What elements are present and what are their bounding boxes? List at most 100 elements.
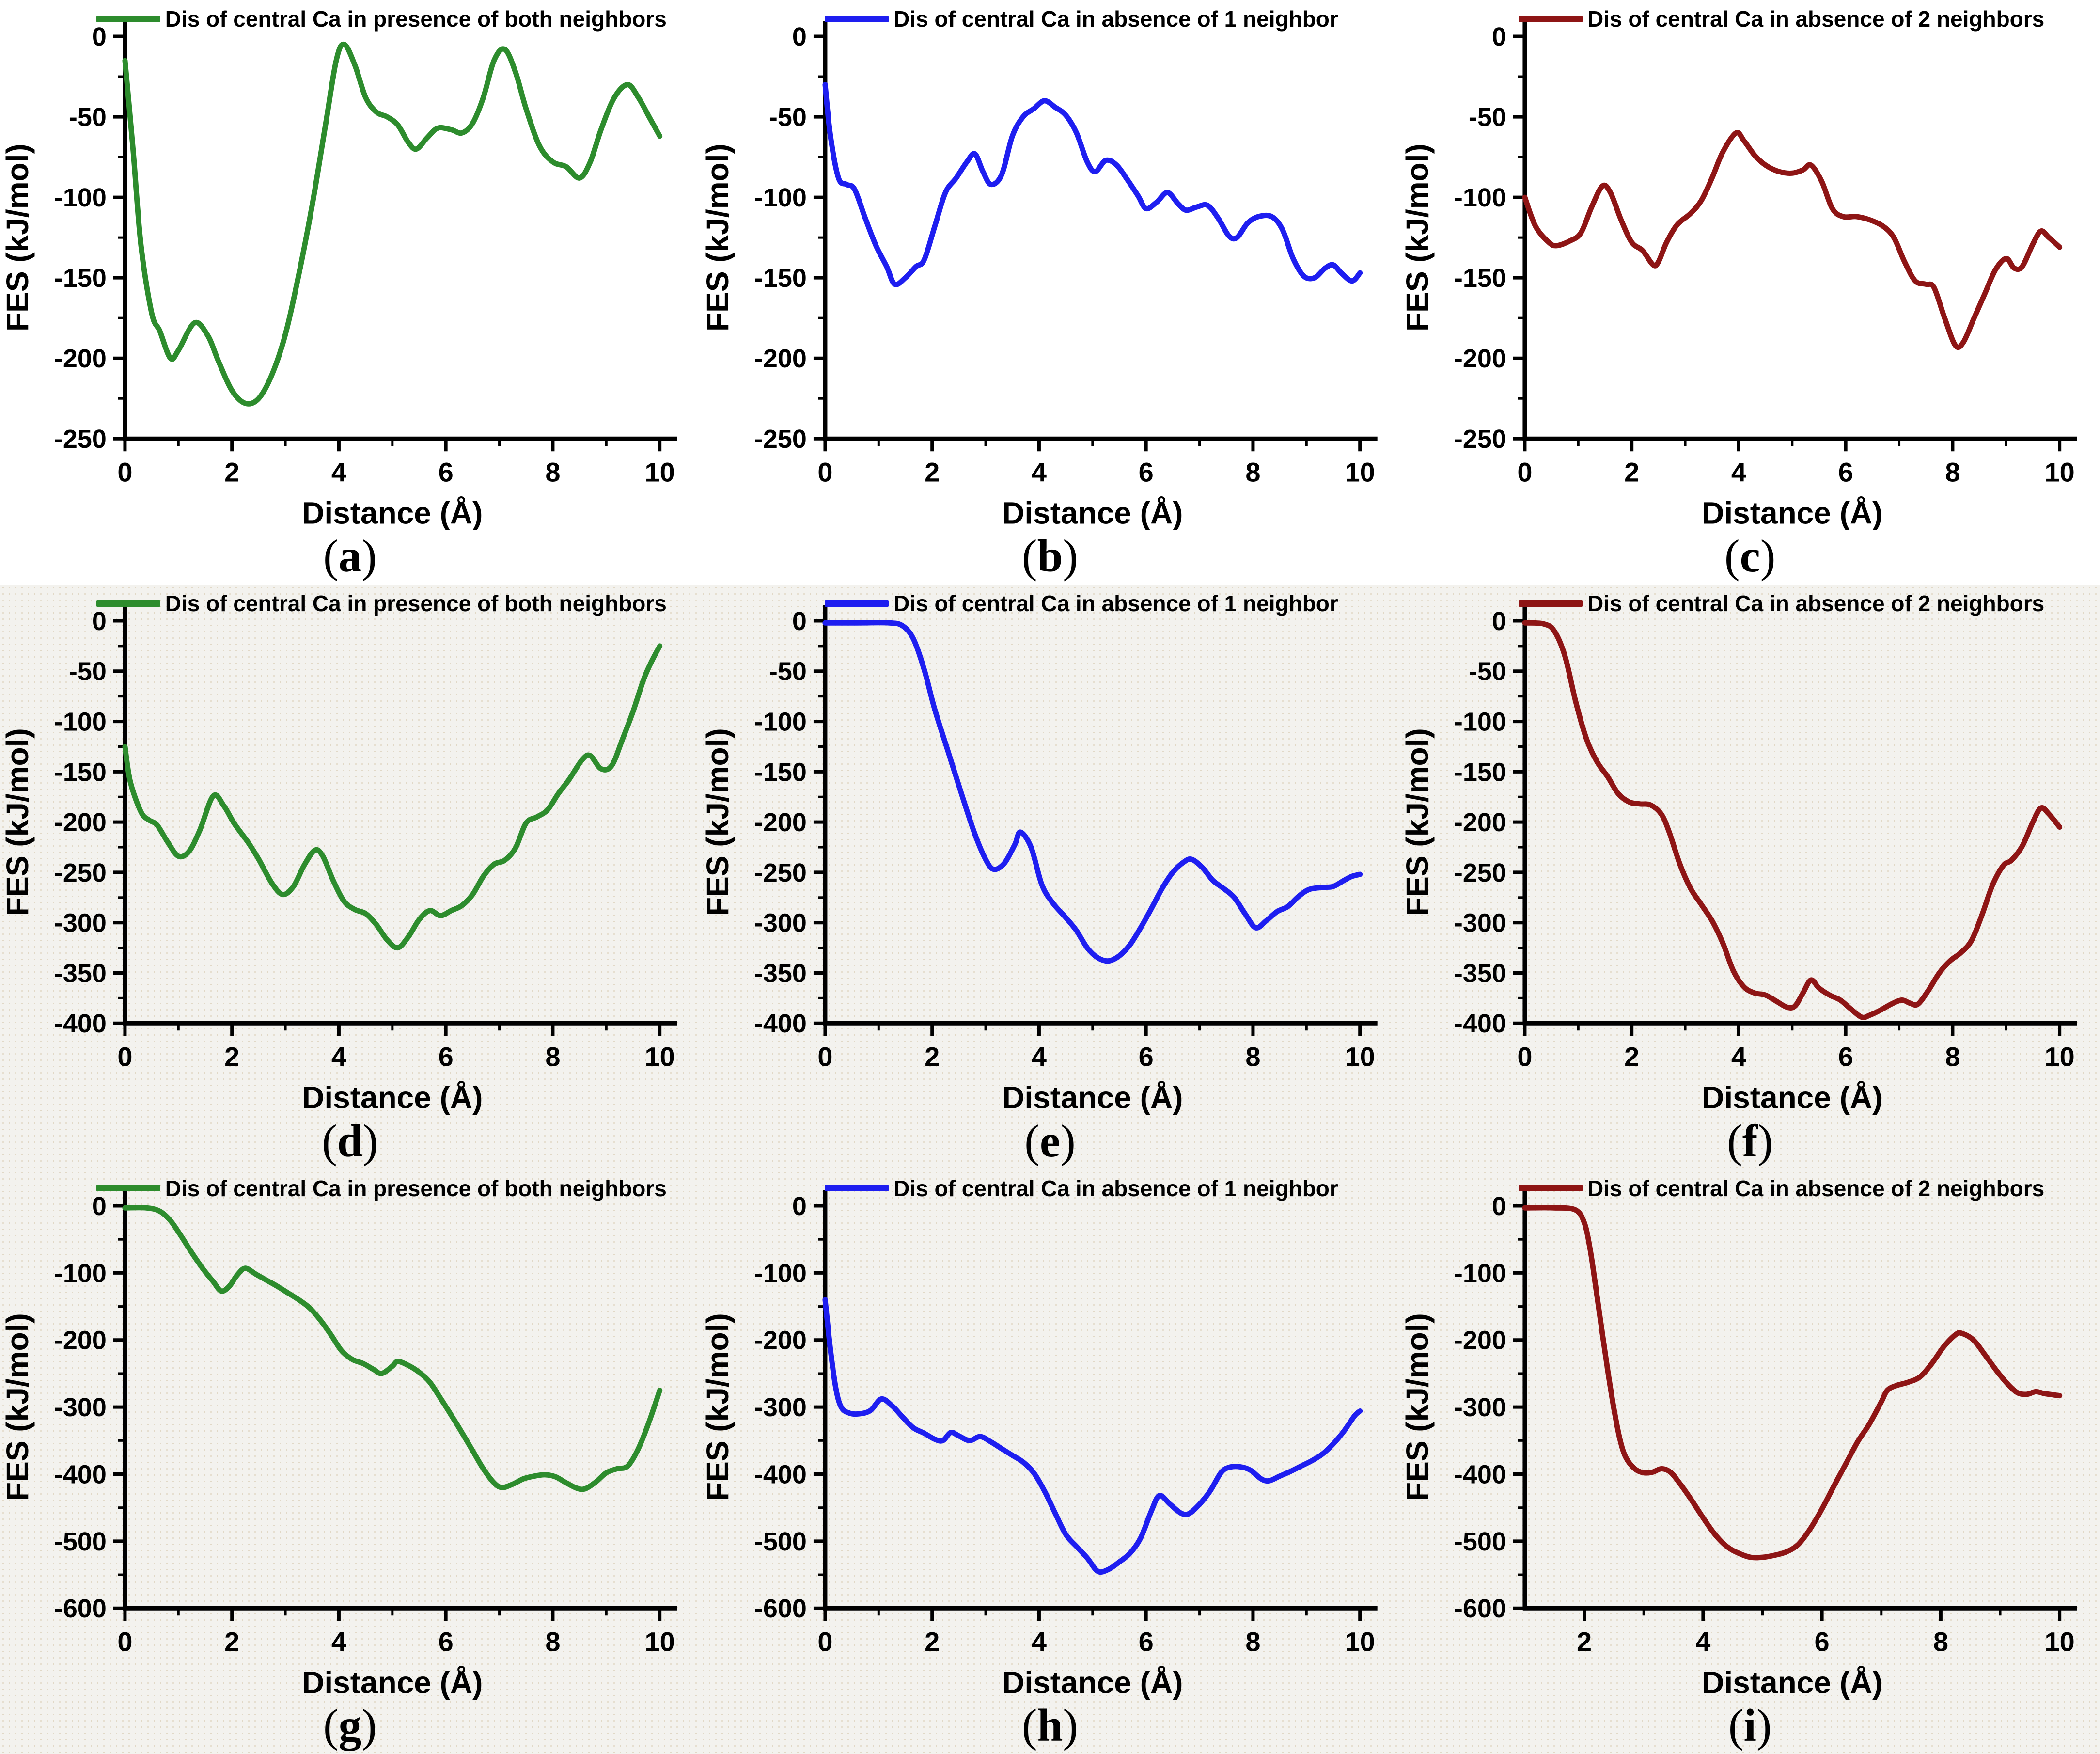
- x-axis-label: Distance (Å): [1702, 1665, 1882, 1700]
- x-tick-label: 4: [331, 457, 346, 487]
- chart-cell-i: Dis of central Ca in absence of 2 neighb…: [1400, 1169, 2100, 1754]
- fes-curve: [122, 1204, 663, 1492]
- legend-label: Dis of central Ca in presence of both ne…: [165, 591, 667, 616]
- y-tick-label: -200: [1454, 808, 1506, 837]
- y-tick-label: -150: [1454, 758, 1506, 787]
- legend-label: Dis of central Ca in absence of 2 neighb…: [1587, 6, 2045, 32]
- x-tick-label: 8: [1945, 1042, 1960, 1072]
- x-tick-label: 0: [1518, 1042, 1533, 1072]
- x-axis-label: Distance (Å): [302, 495, 483, 530]
- x-axis-label: Distance (Å): [1002, 1080, 1183, 1115]
- y-tick-label: -250: [1454, 425, 1506, 454]
- x-tick-label: 0: [817, 1626, 832, 1657]
- x-tick-label: 10: [1345, 1626, 1375, 1657]
- fes-line-chart: 0 -50 -100 -150 -200 -250 -300 -350 -400 0 2 4 6 8 10 D…: [0, 605, 677, 1115]
- y-tick-label: -150: [754, 758, 807, 787]
- x-tick-label: 8: [545, 1626, 560, 1657]
- y-tick-label: -50: [769, 657, 807, 686]
- y-tick-label: 0: [92, 607, 107, 636]
- caption-letter: e: [1039, 1115, 1061, 1167]
- x-tick-label: 4: [1731, 457, 1746, 487]
- x-tick-label: 6: [439, 457, 454, 487]
- caption-close: ): [1757, 1115, 1773, 1167]
- x-tick-label: 8: [545, 1042, 560, 1072]
- y-tick-label: -150: [54, 264, 107, 293]
- legend-label: Dis of central Ca in presence of both ne…: [165, 1175, 667, 1201]
- y-tick-label: -600: [54, 1594, 107, 1623]
- legend-line-swatch: [1519, 16, 1583, 22]
- x-axis-label: Distance (Å): [302, 1080, 483, 1115]
- chart-legend: Dis of central Ca in presence of both ne…: [0, 590, 700, 616]
- chart-cell-b: Dis of central Ca in absence of 1 neighb…: [700, 0, 1400, 585]
- y-tick-label: 0: [92, 22, 107, 51]
- panel-caption: (h): [700, 1699, 1400, 1752]
- y-tick-label: 0: [1492, 607, 1506, 636]
- x-tick-label: 10: [2045, 1626, 2075, 1657]
- caption-close: ): [361, 1700, 377, 1751]
- y-tick-label: -350: [54, 959, 107, 988]
- x-tick-label: 8: [1945, 457, 1960, 487]
- chart-legend: Dis of central Ca in presence of both ne…: [0, 6, 700, 32]
- y-tick-label: -200: [54, 808, 107, 837]
- y-tick-label: -300: [54, 909, 107, 938]
- y-tick-label: -400: [1454, 1460, 1506, 1489]
- y-tick-label: -500: [54, 1527, 107, 1556]
- x-tick-label: 0: [817, 1042, 832, 1072]
- y-tick-label: -200: [54, 344, 107, 373]
- x-tick-label: 8: [1245, 1042, 1260, 1072]
- y-axis-label: FES (kJ/mol): [0, 728, 35, 917]
- y-tick-label: -400: [754, 1460, 807, 1489]
- caption-letter: a: [338, 530, 362, 582]
- legend-line-swatch: [1519, 1185, 1583, 1192]
- panel-caption: (c): [1400, 529, 2100, 583]
- fes-curve: [822, 1296, 1363, 1575]
- x-tick-label: 4: [331, 1042, 346, 1072]
- x-tick-label: 0: [117, 1626, 132, 1657]
- x-tick-label: 10: [1345, 1042, 1375, 1072]
- y-tick-label: -150: [1454, 264, 1506, 293]
- caption-open: (: [322, 1115, 337, 1167]
- legend-label: Dis of central Ca in absence of 1 neighb…: [893, 6, 1338, 32]
- chart-legend: Dis of central Ca in absence of 2 neighb…: [1400, 1175, 2100, 1201]
- caption-letter: b: [1037, 530, 1063, 582]
- x-tick-label: 6: [1138, 1626, 1153, 1657]
- y-tick-label: -200: [754, 344, 807, 373]
- fes-curve: [1522, 1205, 2063, 1561]
- y-tick-label: -400: [54, 1009, 107, 1038]
- panel-caption: (g): [0, 1699, 700, 1752]
- x-tick-label: 6: [1838, 1042, 1853, 1072]
- caption-close: ): [1760, 530, 1776, 582]
- x-tick-label: 10: [2045, 457, 2075, 487]
- x-tick-label: 4: [1032, 457, 1047, 487]
- fes-line-chart: 0 -50 -100 -150 -200 -250 0 2 4 6 8 10 Distance (Å) F…: [0, 21, 677, 530]
- legend-label: Dis of central Ca in absence of 2 neighb…: [1587, 591, 2045, 616]
- panel-caption: (a): [0, 529, 700, 583]
- y-tick-label: -200: [754, 808, 807, 837]
- chart-cell-h: Dis of central Ca in absence of 1 neighb…: [700, 1169, 1400, 1754]
- fes-curve: [122, 643, 663, 951]
- fes-line-chart: 0 -50 -100 -150 -200 -250 -300 -350 -400 0 2 4 6 8 10 D…: [1400, 605, 2077, 1115]
- legend-line-swatch: [825, 1185, 889, 1192]
- chart-legend: Dis of central Ca in absence of 2 neighb…: [1400, 6, 2100, 32]
- y-tick-label: -150: [754, 264, 807, 293]
- y-tick-label: -250: [754, 858, 807, 887]
- y-tick-label: -50: [769, 103, 807, 132]
- fes-line-chart: 0 -100 -200 -300 -400 -500 -600 0 2 4 6 8 10 Distance…: [0, 1190, 677, 1700]
- y-tick-label: -200: [1454, 344, 1506, 373]
- y-tick-label: -150: [54, 758, 107, 787]
- y-tick-label: -100: [54, 708, 107, 737]
- y-tick-label: -200: [1454, 1326, 1506, 1355]
- caption-close: ): [1063, 530, 1079, 582]
- x-tick-label: 4: [1696, 1626, 1711, 1657]
- caption-open: (: [1728, 1700, 1744, 1751]
- fes-curve: [822, 82, 1363, 287]
- caption-close: ): [362, 1115, 378, 1167]
- x-tick-label: 0: [1518, 457, 1533, 487]
- x-tick-label: 2: [1577, 1626, 1592, 1657]
- fes-curve: [122, 41, 663, 407]
- fes-line-chart: 0 -50 -100 -150 -200 -250 0 2 4 6 8 10 Distance (Å) F…: [700, 21, 1378, 530]
- chart-legend: Dis of central Ca in absence of 1 neighb…: [700, 590, 1400, 616]
- x-axis-label: Distance (Å): [1702, 1080, 1882, 1115]
- chart-cell-f: Dis of central Ca in absence of 2 neighb…: [1400, 585, 2100, 1169]
- y-tick-label: -300: [754, 909, 807, 938]
